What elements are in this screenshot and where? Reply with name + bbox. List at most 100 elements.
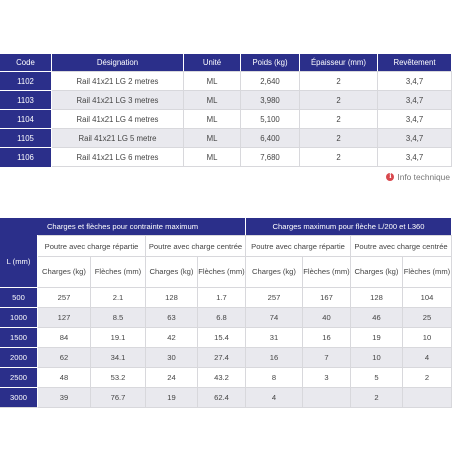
cell-designation: Rail 41x21 LG 4 metres	[52, 109, 184, 128]
cell-designation: Rail 41x21 LG 5 metre	[52, 128, 184, 147]
cell-deflection: 8.5	[91, 307, 146, 327]
load-group-header-row: Charges et flèches pour contrainte maxim…	[0, 218, 452, 235]
cell-charge: 2	[351, 387, 403, 408]
cell-deflection	[303, 387, 351, 408]
table-row: 1102 Rail 41x21 LG 2 metres ML 2,640 2 3…	[0, 71, 452, 90]
cell-deflection: 2.1	[91, 287, 146, 307]
product-header-row: Code Désignation Unité Poids (kg) Épaiss…	[0, 54, 452, 71]
cell-charge: 46	[351, 307, 403, 327]
header-fleches: Flèches (mm)	[303, 256, 351, 287]
cell-code: 1106	[0, 147, 52, 167]
cell-deflection: 43.2	[198, 367, 246, 387]
subheader-centered-load: Poutre avec charge centrée	[351, 235, 452, 256]
table-row: 3000 39 76.7 19 62.4 4 2	[0, 387, 452, 408]
header-code: Code	[0, 54, 52, 71]
cell-deflection: 10	[403, 327, 452, 347]
cell-code: 1104	[0, 109, 52, 128]
info-technique-label[interactable]: Info technique	[397, 172, 450, 182]
info-technique-link[interactable]: i Info technique	[386, 172, 450, 182]
cell-deflection: 7	[303, 347, 351, 367]
table-row: 500 257 2.1 128 1.7 257 167 128 104	[0, 287, 452, 307]
header-fleches: Flèches (mm)	[91, 256, 146, 287]
subheader-distributed-load: Poutre avec charge répartie	[246, 235, 351, 256]
header-charges: Charges (kg)	[146, 256, 198, 287]
cell-charge: 16	[246, 347, 303, 367]
cell-deflection: 6.8	[198, 307, 246, 327]
cell-revetement: 3,4,7	[378, 71, 452, 90]
header-charges: Charges (kg)	[246, 256, 303, 287]
header-revetement: Revêtement	[378, 54, 452, 71]
header-fleches: Flèches (mm)	[403, 256, 452, 287]
table-row: 1104 Rail 41x21 LG 4 metres ML 5,100 2 3…	[0, 109, 452, 128]
cell-charge: 4	[246, 387, 303, 408]
table-row: 1500 84 19.1 42 15.4 31 16 19 10	[0, 327, 452, 347]
cell-deflection: 27.4	[198, 347, 246, 367]
cell-poids: 5,100	[241, 109, 300, 128]
cell-charge: 30	[146, 347, 198, 367]
cell-deflection: 15.4	[198, 327, 246, 347]
table-row: 2500 48 53.2 24 43.2 8 3 5 2	[0, 367, 452, 387]
cell-length: 1500	[0, 327, 38, 347]
cell-revetement: 3,4,7	[378, 147, 452, 167]
cell-deflection: 4	[403, 347, 452, 367]
cell-epaisseur: 2	[300, 109, 378, 128]
cell-length: 1000	[0, 307, 38, 327]
cell-deflection: 40	[303, 307, 351, 327]
cell-charge: 128	[146, 287, 198, 307]
cell-charge: 19	[146, 387, 198, 408]
cell-epaisseur: 2	[300, 128, 378, 147]
cell-revetement: 3,4,7	[378, 128, 452, 147]
cell-revetement: 3,4,7	[378, 90, 452, 109]
table-row: 1106 Rail 41x21 LG 6 metres ML 7,680 2 3…	[0, 147, 452, 167]
cell-deflection: 53.2	[91, 367, 146, 387]
header-unite: Unité	[184, 54, 241, 71]
table-row: 1105 Rail 41x21 LG 5 metre ML 6,400 2 3,…	[0, 128, 452, 147]
cell-designation: Rail 41x21 LG 2 metres	[52, 71, 184, 90]
cell-charge: 257	[246, 287, 303, 307]
cell-charge: 10	[351, 347, 403, 367]
group-header-max-deflection: Charges maximum pour flèche L/200 et L36…	[246, 218, 452, 235]
cell-unite: ML	[184, 90, 241, 109]
cell-code: 1105	[0, 128, 52, 147]
cell-length: 500	[0, 287, 38, 307]
cell-length: 3000	[0, 387, 38, 408]
cell-designation: Rail 41x21 LG 6 metres	[52, 147, 184, 167]
cell-poids: 2,640	[241, 71, 300, 90]
cell-deflection	[403, 387, 452, 408]
cell-charge: 84	[38, 327, 91, 347]
subheader-centered-load: Poutre avec charge centrée	[146, 235, 246, 256]
cell-charge: 128	[351, 287, 403, 307]
cell-epaisseur: 2	[300, 147, 378, 167]
cell-code: 1103	[0, 90, 52, 109]
cell-deflection: 16	[303, 327, 351, 347]
cell-designation: Rail 41x21 LG 3 metres	[52, 90, 184, 109]
load-subheader-row: L (mm) Poutre avec charge répartie Poutr…	[0, 235, 452, 287]
cell-charge: 63	[146, 307, 198, 327]
table-row: 2000 62 34.1 30 27.4 16 7 10 4	[0, 347, 452, 367]
cell-charge: 257	[38, 287, 91, 307]
group-header-max-stress: Charges et flèches pour contrainte maxim…	[0, 218, 246, 235]
header-epaisseur: Épaisseur (mm)	[300, 54, 378, 71]
length-header: L (mm)	[0, 235, 38, 287]
cell-code: 1102	[0, 71, 52, 90]
cell-deflection: 3	[303, 367, 351, 387]
cell-deflection: 76.7	[91, 387, 146, 408]
cell-charge: 5	[351, 367, 403, 387]
header-charges: Charges (kg)	[38, 256, 91, 287]
cell-poids: 7,680	[241, 147, 300, 167]
cell-charge: 42	[146, 327, 198, 347]
cell-unite: ML	[184, 71, 241, 90]
table-row: 1000 127 8.5 63 6.8 74 40 46 25	[0, 307, 452, 327]
subheader-distributed-load: Poutre avec charge répartie	[38, 235, 146, 256]
info-icon: i	[386, 173, 395, 181]
cell-poids: 6,400	[241, 128, 300, 147]
cell-charge: 48	[38, 367, 91, 387]
cell-deflection: 167	[303, 287, 351, 307]
cell-epaisseur: 2	[300, 71, 378, 90]
cell-deflection: 2	[403, 367, 452, 387]
cell-charge: 8	[246, 367, 303, 387]
cell-charge: 24	[146, 367, 198, 387]
product-table: Code Désignation Unité Poids (kg) Épaiss…	[0, 54, 452, 167]
cell-deflection: 62.4	[198, 387, 246, 408]
cell-deflection: 104	[403, 287, 452, 307]
